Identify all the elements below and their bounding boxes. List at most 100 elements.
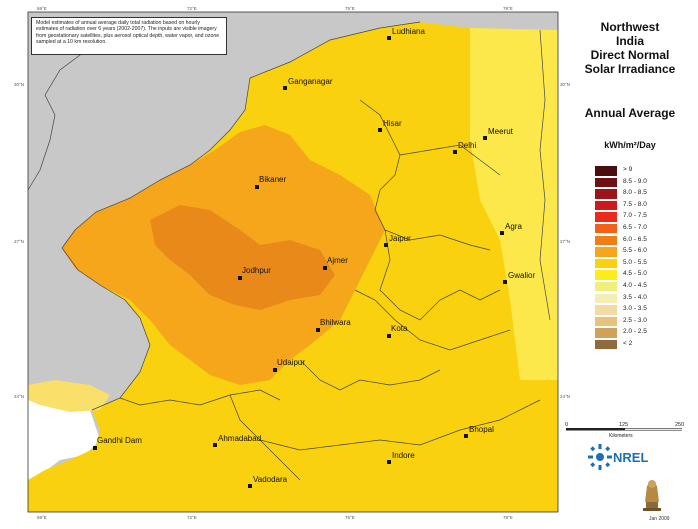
city-label: Delhi bbox=[458, 141, 476, 150]
city-marker: Bikaner bbox=[255, 175, 286, 189]
legend-label: > 9 bbox=[623, 166, 633, 173]
coordinate-label: 30°N bbox=[14, 82, 24, 87]
legend-label: 4.5 - 5.0 bbox=[623, 270, 647, 278]
legend-item: 8.5 - 9.0 bbox=[595, 177, 695, 189]
city-dot bbox=[378, 128, 382, 132]
legend-item: < 2 bbox=[595, 339, 695, 351]
city-dot bbox=[464, 434, 468, 438]
legend-swatch bbox=[595, 166, 617, 176]
city-dot bbox=[238, 276, 242, 280]
irradiance-high-zone bbox=[150, 205, 335, 310]
title-line: Northwest bbox=[600, 20, 660, 34]
city-marker: Meerut bbox=[483, 127, 514, 140]
nrel-sun-icon bbox=[588, 444, 612, 470]
legend-label: 4.0 - 4.5 bbox=[623, 281, 647, 289]
legend-label: 7.5 - 8.0 bbox=[623, 200, 647, 208]
legend-swatch bbox=[595, 247, 617, 257]
nrel-wordmark: NREL bbox=[613, 450, 648, 465]
legend-units: kWh/m²/Day bbox=[604, 140, 656, 150]
city-label: Agra bbox=[505, 222, 522, 231]
city-label: Bhilwara bbox=[320, 318, 351, 327]
city-label: Jaipur bbox=[389, 234, 411, 243]
coordinate-label: 78°E bbox=[503, 6, 513, 11]
city-dot bbox=[93, 446, 97, 450]
city-marker: Delhi bbox=[453, 141, 476, 154]
city-label: Bhopal bbox=[469, 425, 494, 434]
legend-item: 8.0 - 8.5 bbox=[595, 188, 695, 200]
map-title: Northwest India Direct Normal Solar Irra… bbox=[565, 20, 695, 76]
city-label: Kota bbox=[391, 324, 408, 333]
coordinate-label: 72°E bbox=[187, 6, 197, 11]
legend-label: 6.0 - 6.5 bbox=[623, 235, 647, 243]
map-frame bbox=[27, 11, 559, 513]
city-marker: Hisar bbox=[378, 119, 402, 132]
legend-item: 3.5 - 4.0 bbox=[595, 293, 695, 305]
scale-tick-125: 125 bbox=[619, 422, 628, 428]
city-dot bbox=[387, 36, 391, 40]
legend-swatch bbox=[595, 328, 617, 338]
legend-swatch bbox=[595, 235, 617, 246]
city-dot bbox=[255, 185, 259, 189]
city-dot bbox=[387, 334, 391, 338]
city-label: Ahmadabad bbox=[218, 434, 261, 443]
title-line: Direct Normal bbox=[590, 48, 670, 62]
city-marker: Gwalior bbox=[503, 271, 535, 284]
city-label: Indore bbox=[392, 451, 415, 460]
methodology-note: Model estimates of annual average daily … bbox=[31, 17, 227, 55]
coordinate-label: 72°E bbox=[187, 515, 197, 520]
legend-label: 6.5 - 7.0 bbox=[623, 223, 647, 231]
city-dot bbox=[453, 150, 457, 154]
coordinate-label: 75°E bbox=[345, 6, 355, 11]
legend-swatch bbox=[595, 258, 617, 269]
legend-label: 3.5 - 4.0 bbox=[623, 293, 647, 301]
legend-label: 8.0 - 8.5 bbox=[623, 189, 647, 197]
legend-label: 5.5 - 6.0 bbox=[623, 247, 647, 255]
title-line: India bbox=[615, 34, 644, 48]
city-dot bbox=[316, 328, 320, 332]
city-marker: Kota bbox=[387, 324, 408, 338]
coordinate-label: 78°E bbox=[503, 515, 513, 520]
legend-item: 2.0 - 2.5 bbox=[595, 327, 695, 339]
scale-bar-segment bbox=[625, 428, 682, 430]
coordinate-label: 24°N bbox=[14, 394, 24, 399]
legend-item: > 9 bbox=[595, 165, 695, 177]
legend-swatch bbox=[595, 200, 617, 211]
legend-item: 7.5 - 8.0 bbox=[595, 200, 695, 212]
city-dot bbox=[283, 86, 287, 90]
city-dot bbox=[500, 231, 504, 235]
legend-swatch bbox=[595, 189, 617, 199]
legend-label: 3.0 - 3.5 bbox=[623, 305, 647, 313]
legend-item: 7.0 - 7.5 bbox=[595, 211, 695, 223]
city-marker: Bhopal bbox=[464, 425, 494, 438]
legend-swatch bbox=[595, 270, 617, 280]
city-label: Udaipur bbox=[277, 358, 305, 367]
city-marker: Agra bbox=[500, 222, 522, 235]
legend-item: 4.5 - 5.0 bbox=[595, 269, 695, 281]
legend-item: 6.0 - 6.5 bbox=[595, 235, 695, 247]
legend-item: 3.0 - 3.5 bbox=[595, 304, 695, 316]
irradiance-light-zone bbox=[470, 28, 558, 380]
city-label: Ajmer bbox=[327, 256, 348, 265]
city-dot bbox=[323, 266, 327, 270]
legend-label: 2.0 - 2.5 bbox=[623, 328, 647, 336]
city-dot bbox=[273, 368, 277, 372]
nrel-logo: NREL bbox=[588, 444, 648, 470]
scale-bar: 0 125 250 Kilometers bbox=[565, 422, 684, 439]
legend-swatch bbox=[595, 281, 617, 292]
coordinate-label: 75°E bbox=[345, 515, 355, 520]
city-marker: Gandhi Dam bbox=[93, 436, 142, 450]
city-dot bbox=[503, 280, 507, 284]
coordinate-label: 69°E bbox=[37, 6, 47, 11]
arabian-sea bbox=[28, 395, 100, 480]
coordinate-label: 27°N bbox=[560, 239, 570, 244]
city-marker: Ludhiana bbox=[387, 27, 425, 40]
city-dot bbox=[248, 484, 252, 488]
legend-label: 8.5 - 9.0 bbox=[623, 177, 647, 185]
map-subtitle: Annual Average bbox=[584, 106, 676, 120]
city-marker: Vadodara bbox=[248, 475, 288, 488]
city-label: Ganganagar bbox=[288, 77, 333, 86]
legend-swatch bbox=[595, 339, 617, 350]
legend-label: 7.0 - 7.5 bbox=[623, 212, 647, 220]
legend-swatch bbox=[595, 316, 617, 327]
